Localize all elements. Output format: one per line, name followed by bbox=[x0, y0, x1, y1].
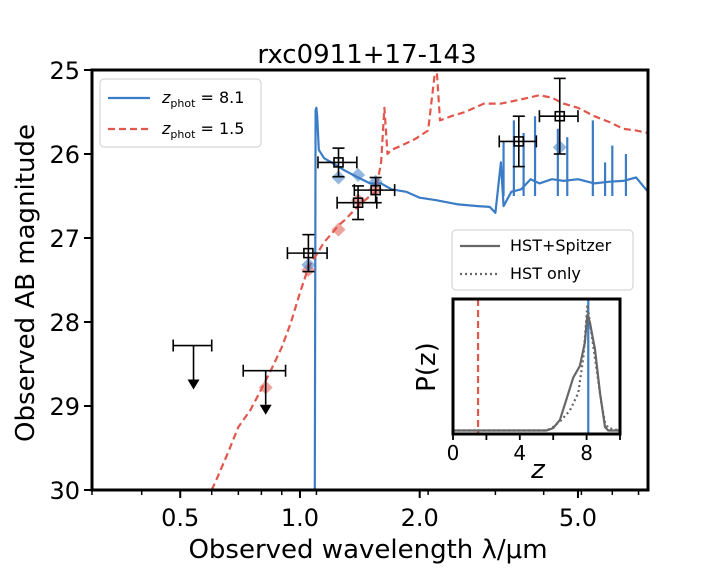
legend: zphot = 8.1 zphot = 1.5 bbox=[99, 78, 262, 148]
y-tick-label: 29 bbox=[49, 393, 80, 421]
inset-x-tick-label: 0 bbox=[447, 441, 460, 465]
y-tick-label: 26 bbox=[49, 141, 80, 169]
y-tick-label: 30 bbox=[49, 477, 80, 505]
inset-x-tick-label: 8 bbox=[580, 441, 593, 465]
x-axis-label: Observed wavelength λ/μm bbox=[188, 535, 547, 565]
inset-series-line-1 bbox=[453, 304, 621, 432]
photometry-point bbox=[317, 147, 358, 178]
model-photometry-diamond bbox=[351, 168, 366, 182]
x-tick-label: 1.0 bbox=[281, 504, 319, 532]
upper-limit-point bbox=[242, 364, 287, 415]
legend-box bbox=[99, 78, 262, 148]
inset-curves bbox=[453, 299, 621, 434]
inset-legend-label-hst-only: HST only bbox=[510, 264, 581, 283]
inset-y-label: P(z) bbox=[412, 342, 442, 392]
x-tick-label: 0.5 bbox=[161, 504, 199, 532]
legend-label-z15: zphot = 1.5 bbox=[161, 119, 244, 141]
chart-title: rxc0911+17-143 bbox=[257, 40, 476, 70]
inset-plot: 0 4 8 z P(z) bbox=[412, 297, 622, 485]
y-tick-label: 28 bbox=[49, 309, 80, 337]
series-line-0 bbox=[313, 106, 648, 490]
inset-legend: HST+Spitzer HST only bbox=[451, 229, 634, 291]
photometry-points bbox=[172, 77, 579, 415]
model-curves bbox=[210, 70, 648, 490]
photometry-point bbox=[538, 77, 579, 155]
x-tick-label: 5.0 bbox=[559, 504, 597, 532]
series-line-1 bbox=[210, 70, 648, 490]
photometry-point bbox=[498, 115, 538, 168]
model-photometry-diamond bbox=[331, 170, 346, 185]
photometry-point bbox=[286, 233, 328, 273]
inset-ticks: 0 4 8 bbox=[447, 434, 621, 465]
inset-frame bbox=[451, 297, 622, 436]
inset-x-label: z bbox=[530, 455, 546, 485]
inset-x-tick-label: 4 bbox=[513, 441, 526, 465]
upper-limit-point bbox=[172, 339, 213, 390]
y-axis-label: Observed AB magnitude bbox=[11, 124, 41, 442]
plot-frame bbox=[90, 68, 650, 492]
x-tick-label: 2.0 bbox=[401, 504, 439, 532]
photometry-point bbox=[353, 176, 396, 204]
model-photometry-diamond bbox=[331, 222, 346, 237]
inset-legend-label-hst-spitzer: HST+Spitzer bbox=[510, 236, 612, 255]
legend-label-z81: zphot = 8.1 bbox=[161, 88, 244, 110]
axis-ticks: 0.5 1.0 2.0 5.0 25 26 27 28 29 30 bbox=[49, 57, 640, 532]
inset-background bbox=[453, 299, 620, 434]
main-plot: 0.5 1.0 2.0 5.0 25 26 27 28 29 30 bbox=[49, 57, 650, 532]
y-tick-label: 25 bbox=[49, 57, 80, 85]
y-tick-label: 27 bbox=[49, 225, 80, 253]
